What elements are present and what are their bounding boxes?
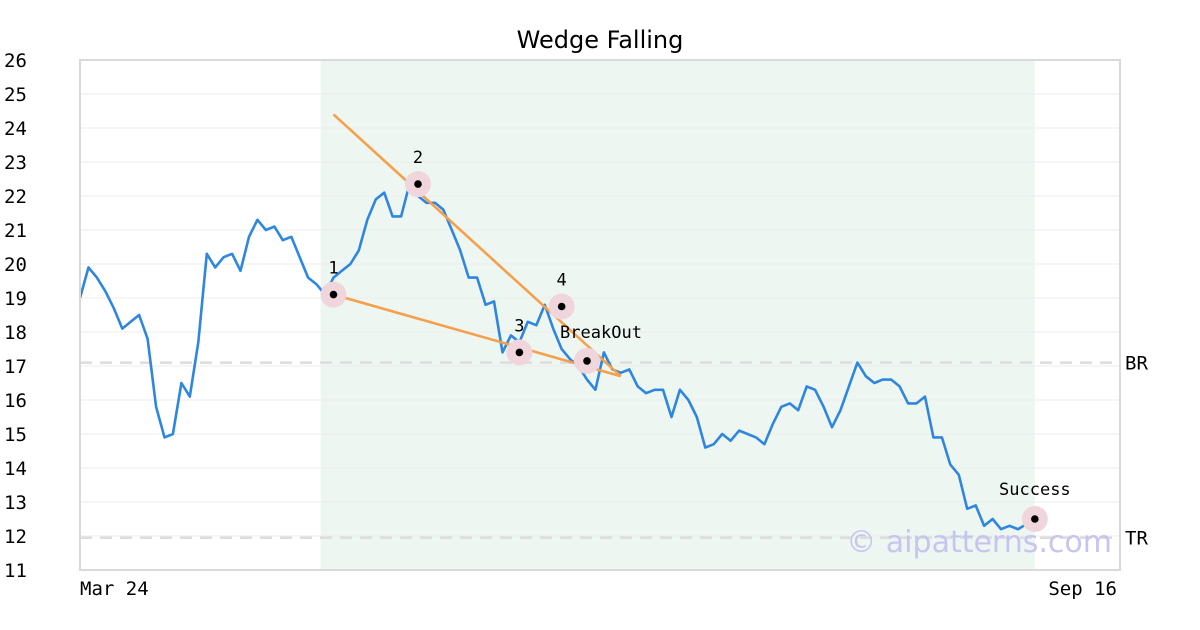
y-tick-label: 22 [4, 186, 27, 208]
reference-lines-layer [80, 361, 1120, 539]
point-marker [329, 290, 338, 299]
x-tick-label: Mar 24 [80, 578, 149, 600]
annotation-label: 1 [328, 259, 338, 279]
y-tick-label: 13 [4, 492, 27, 514]
annotation-label: 3 [514, 316, 524, 336]
y-tick-label: 26 [4, 50, 27, 72]
y-tick-label: 19 [4, 288, 27, 310]
y-tick-label: 25 [4, 84, 27, 106]
price-series-line [78, 182, 1036, 531]
point-marker [1031, 515, 1039, 523]
y-tick-label: 11 [4, 560, 27, 582]
annotation-label: Success [999, 480, 1071, 500]
annotation-label: 4 [557, 271, 567, 291]
plot-frame [79, 59, 1121, 571]
y-tick-label: 21 [4, 220, 27, 242]
watermark: © aipatterns.com [846, 525, 1112, 560]
y-tick-label: 18 [4, 322, 27, 344]
point-marker [414, 180, 422, 188]
trend-line-lower [333, 293, 622, 378]
y-tick-label: 14 [4, 458, 27, 480]
y-tick-label: 24 [4, 118, 27, 140]
y-tick-label: 16 [4, 390, 27, 412]
reference-label-br: BR [1125, 353, 1148, 375]
y-tick-label: 23 [4, 152, 27, 174]
trend-line-upper [332, 113, 622, 378]
pattern-region [320, 60, 1035, 570]
reference-label-tr: TR [1125, 528, 1148, 550]
x-tick-label: Sep 16 [1048, 578, 1117, 600]
trend-lines-layer [332, 113, 622, 378]
point-marker [583, 357, 591, 365]
point-marker [515, 348, 524, 357]
point-marker [557, 302, 566, 311]
annotation-label: BreakOut [560, 323, 642, 343]
y-tick-label: 17 [4, 356, 27, 378]
y-tick-label: 20 [4, 254, 27, 276]
pattern-region-layer [320, 60, 1035, 570]
y-tick-label: 12 [4, 526, 27, 548]
price-line-layer [78, 182, 1036, 531]
y-tick-label: 15 [4, 424, 27, 446]
annotation-label: 2 [413, 148, 423, 168]
markers-layer: 1 2 3 4 BreakOut Success [320, 148, 1071, 532]
chart-title: Wedge Falling [517, 26, 684, 54]
